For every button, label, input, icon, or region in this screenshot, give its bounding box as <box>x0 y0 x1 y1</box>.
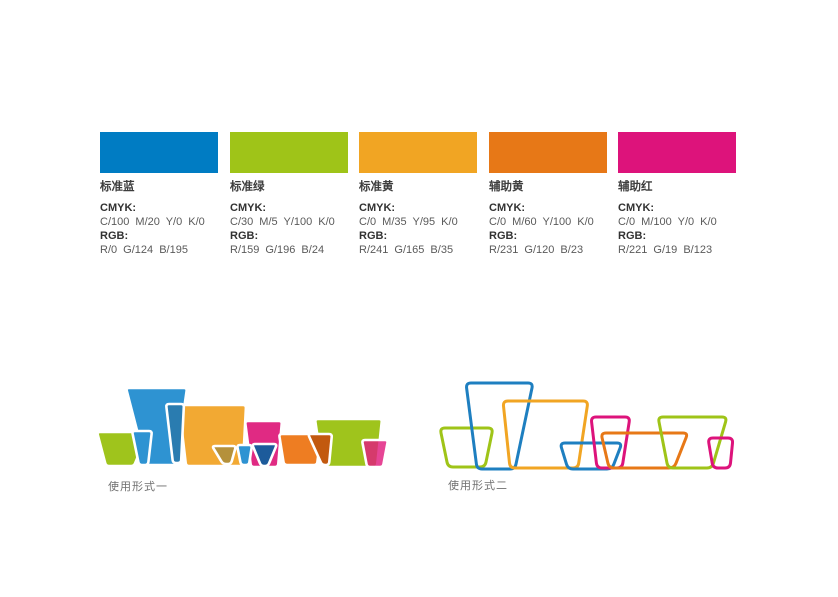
color-name: 标准黄 <box>359 181 394 193</box>
logo-pot-shape <box>236 443 253 467</box>
cmyk-heading: CMYK: <box>230 202 267 214</box>
color-name: 标准蓝 <box>100 181 135 193</box>
logo-pot-shape <box>439 426 494 469</box>
cmyk-value: C/0 M/100 Y/0 K/0 <box>618 216 717 228</box>
logo-pot-shape <box>559 441 623 471</box>
rgb-heading: RGB: <box>489 230 518 242</box>
logo-pot-shape <box>177 403 248 468</box>
rgb-value: R/231 G/120 B/23 <box>489 244 584 256</box>
palette-column: 辅助红 CMYK: C/0 M/100 Y/0 K/0 RGB: R/221 G… <box>618 132 736 257</box>
logo-pot-shape <box>307 432 334 467</box>
cmyk-heading: CMYK: <box>359 202 396 214</box>
usage-form-2-label: 使用形式二 <box>448 480 508 492</box>
rgb-value: R/0 G/124 B/195 <box>100 244 188 256</box>
logo-pot-shape <box>590 415 631 470</box>
usage-form-1-label: 使用形式一 <box>108 481 168 493</box>
logo-pot-shape <box>465 381 534 471</box>
cmyk-value: C/100 M/20 Y/0 K/0 <box>100 216 205 228</box>
logo-pot-shape <box>251 442 278 468</box>
color-name: 辅助红 <box>618 181 653 193</box>
palette-column: 标准蓝 CMYK: C/100 M/20 Y/0 K/0 RGB: R/0 G/… <box>100 132 218 257</box>
rgb-value: R/159 G/196 B/24 <box>230 244 325 256</box>
logo-pot-shape <box>707 436 735 470</box>
color-swatch <box>100 132 218 173</box>
cmyk-value: C/30 M/5 Y/100 K/0 <box>230 216 335 228</box>
color-name: 辅助黄 <box>489 181 524 193</box>
color-name: 标准绿 <box>230 181 265 193</box>
cmyk-heading: CMYK: <box>618 202 655 214</box>
color-swatch <box>618 132 736 173</box>
logo-pot-shape <box>657 415 728 470</box>
logo-pot-shape <box>501 399 589 470</box>
palette-column: 标准黄 CMYK: C/0 M/35 Y/95 K/0 RGB: R/241 G… <box>359 132 477 257</box>
palette-column: 辅助黄 CMYK: C/0 M/60 Y/100 K/0 RGB: R/231 … <box>489 132 607 257</box>
logo-usage-form-2-graphic <box>439 381 735 471</box>
rgb-heading: RGB: <box>230 230 259 242</box>
color-swatch <box>489 132 607 173</box>
logo-pot-shape <box>165 402 186 465</box>
logo-pot-shape <box>361 438 389 469</box>
rgb-heading: RGB: <box>100 230 129 242</box>
rgb-value: R/241 G/165 B/35 <box>359 244 454 256</box>
rgb-heading: RGB: <box>359 230 388 242</box>
color-swatch <box>230 132 348 173</box>
logo-pot-shape <box>211 444 237 466</box>
palette-column: 标准绿 CMYK: C/30 M/5 Y/100 K/0 RGB: R/159 … <box>230 132 348 257</box>
cmyk-heading: CMYK: <box>489 202 526 214</box>
color-swatch <box>359 132 477 173</box>
cmyk-value: C/0 M/60 Y/100 K/0 <box>489 216 594 228</box>
logo-pot-shape <box>600 431 689 470</box>
rgb-heading: RGB: <box>618 230 647 242</box>
cmyk-heading: CMYK: <box>100 202 137 214</box>
rgb-value: R/221 G/19 B/123 <box>618 244 713 256</box>
cmyk-value: C/0 M/35 Y/95 K/0 <box>359 216 458 228</box>
logo-usage-form-1-graphic <box>96 386 389 469</box>
logo-pot-shape <box>131 429 153 467</box>
